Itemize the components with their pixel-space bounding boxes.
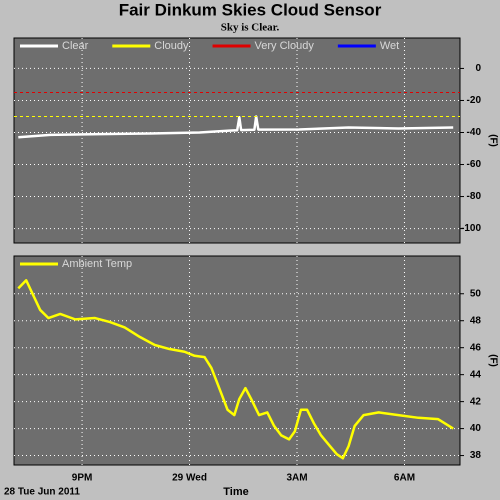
y-tick-label: 46 [470,342,482,353]
legend-text: Cloudy [154,40,189,52]
y-tick-label: 44 [470,369,482,380]
y-tick-label: 50 [470,288,482,299]
y-tick-label: 42 [470,396,482,407]
y-tick-label: -60 [467,159,482,170]
data-line [18,115,454,139]
x-tick-label: 6AM [394,473,415,484]
x-axis-label: Time [223,486,248,498]
x-tick-label: 3AM [286,473,307,484]
y-tick-label: -80 [467,191,482,202]
y-tick-label: -40 [467,127,482,138]
legend-text: Wet [380,40,399,52]
data-line [17,279,454,460]
legend-text: Clear [62,40,89,52]
y-tick-label: 38 [470,450,482,461]
y-axis-label: (F) [487,354,498,367]
y-tick-label: 40 [470,423,482,434]
date-label: 28 Tue Jun 2011 [4,487,80,498]
legend-text: Ambient Temp [62,258,132,270]
x-tick-label: 29 Wed [172,473,207,484]
y-tick-label: -20 [467,95,482,106]
y-tick-label: -100 [461,223,481,234]
title: Fair Dinkum Skies Cloud Sensor [119,0,382,19]
legend-text: Very Cloudy [255,40,315,52]
plot-area [13,37,461,244]
y-axis-label: (F) [487,134,498,147]
plot-area [13,255,461,466]
subtitle: Sky is Clear. [221,22,280,34]
y-tick-label: 0 [475,63,481,74]
y-tick-label: 48 [470,315,482,326]
x-tick-label: 9PM [72,473,93,484]
